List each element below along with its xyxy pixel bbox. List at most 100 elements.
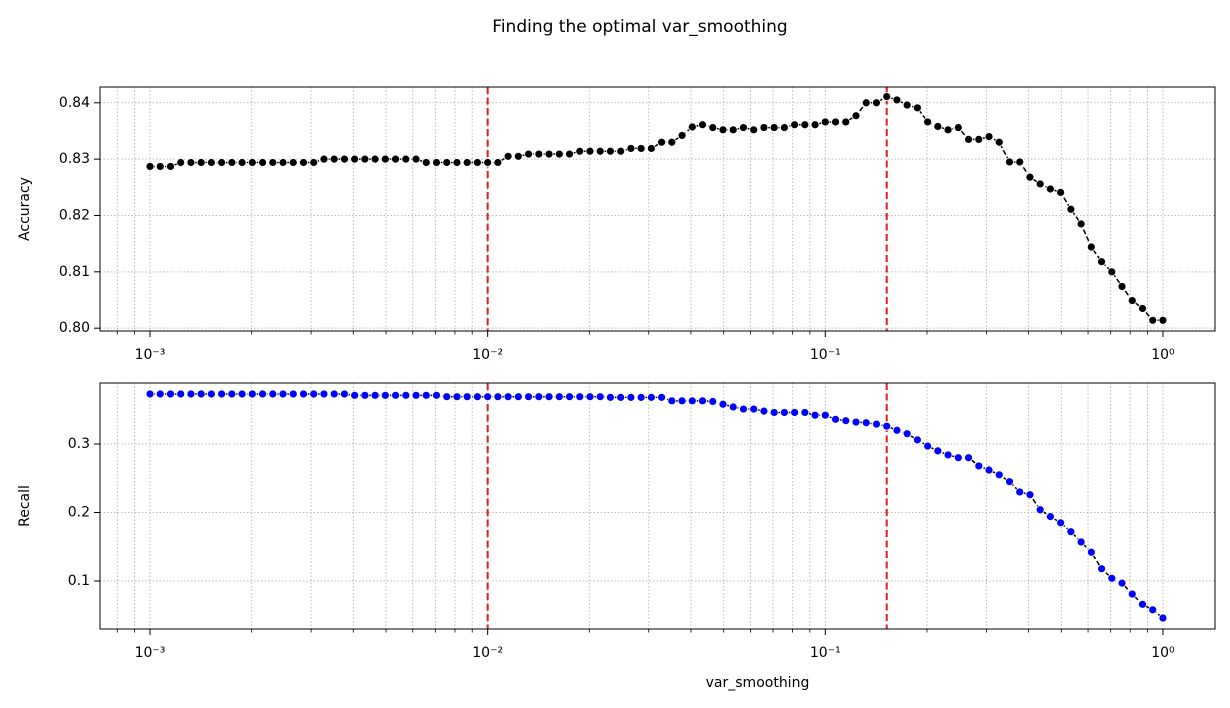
data-point [524,149,533,159]
data-point [493,392,503,402]
data-point [1127,589,1137,599]
data-point [820,410,830,420]
y-tick-label: 0.1 [68,573,90,589]
data-point [1086,242,1096,252]
data-point [677,396,687,406]
data-point [268,158,278,167]
x-tick-label: 10⁰ [1151,645,1175,661]
data-point [196,389,206,399]
data-point [646,392,656,402]
data-point [575,392,585,402]
data-point [1086,547,1096,557]
data-point [892,95,902,105]
data-point [1107,573,1117,583]
data-point [708,397,718,406]
data-point [288,389,298,399]
data-point [872,98,881,108]
data-point [790,120,800,130]
data-point [360,154,370,164]
x-tick-label: 10⁻¹ [810,347,841,363]
data-point [718,399,728,409]
data-point [268,389,278,399]
data-point [227,158,237,167]
data-point [923,117,933,127]
data-point [626,392,636,402]
y-tick-label: 0.80 [59,320,90,336]
data-point [882,92,892,101]
data-point [606,392,615,402]
data-point [237,158,247,167]
data-point [1148,315,1158,325]
data-point [227,389,237,399]
data-point [636,144,646,153]
data-point [217,389,227,399]
data-point [953,123,963,132]
data-point [892,425,902,435]
data-point [380,154,390,164]
data-point [278,389,288,399]
data-point [708,123,718,132]
plot-frame [99,86,1216,332]
data-point [391,154,400,164]
data-point [166,162,175,171]
data-point [544,149,554,159]
data-point [401,390,411,400]
x-tick-label: 10⁻³ [135,645,166,661]
data-point [1015,157,1025,167]
data-point [421,158,431,167]
data-point [1056,187,1066,197]
data-point [350,154,360,164]
data-point [902,100,912,110]
x-tick-label: 10⁻³ [135,347,166,363]
data-point [340,154,349,164]
data-point [1056,518,1066,528]
data-point [923,441,933,451]
data-point [462,158,472,167]
data-point [687,122,697,132]
data-point [779,123,789,132]
data-point [1097,564,1106,574]
data-point [217,158,227,167]
data-point [513,151,523,161]
data-point [554,392,564,402]
data-point [1015,487,1025,497]
data-point [155,162,165,171]
data-point [636,392,646,402]
data-point [912,103,922,113]
data-point [503,151,513,161]
data-point [779,408,789,417]
data-point [964,135,973,144]
data-point [749,404,759,414]
data-point [800,408,810,417]
data-point [391,390,400,400]
data-point [1046,184,1055,194]
y-tick-label: 0.82 [59,207,90,223]
data-point [380,390,390,400]
data-point [841,117,851,127]
x-tick-label: 10⁻² [472,347,503,363]
data-point [902,429,912,439]
data-point [667,396,677,406]
data-point [176,389,186,399]
data-point [544,392,554,402]
data-point [432,158,441,167]
data-point [984,132,994,141]
data-point [421,390,431,400]
data-point [329,389,339,399]
data-point [657,137,667,147]
data-point [820,117,830,127]
data-point [483,392,493,402]
data-point [319,154,329,164]
data-point [524,392,533,402]
data-point [657,392,667,402]
data-point [534,149,544,159]
data-point [718,125,728,135]
data-point [831,414,840,424]
x-tick-label: 10⁻¹ [810,645,841,661]
data-point [503,392,513,402]
data-point [769,123,779,132]
data-point [207,389,216,399]
data-point [912,435,922,445]
data-point [370,390,380,400]
data-point [1005,157,1014,167]
